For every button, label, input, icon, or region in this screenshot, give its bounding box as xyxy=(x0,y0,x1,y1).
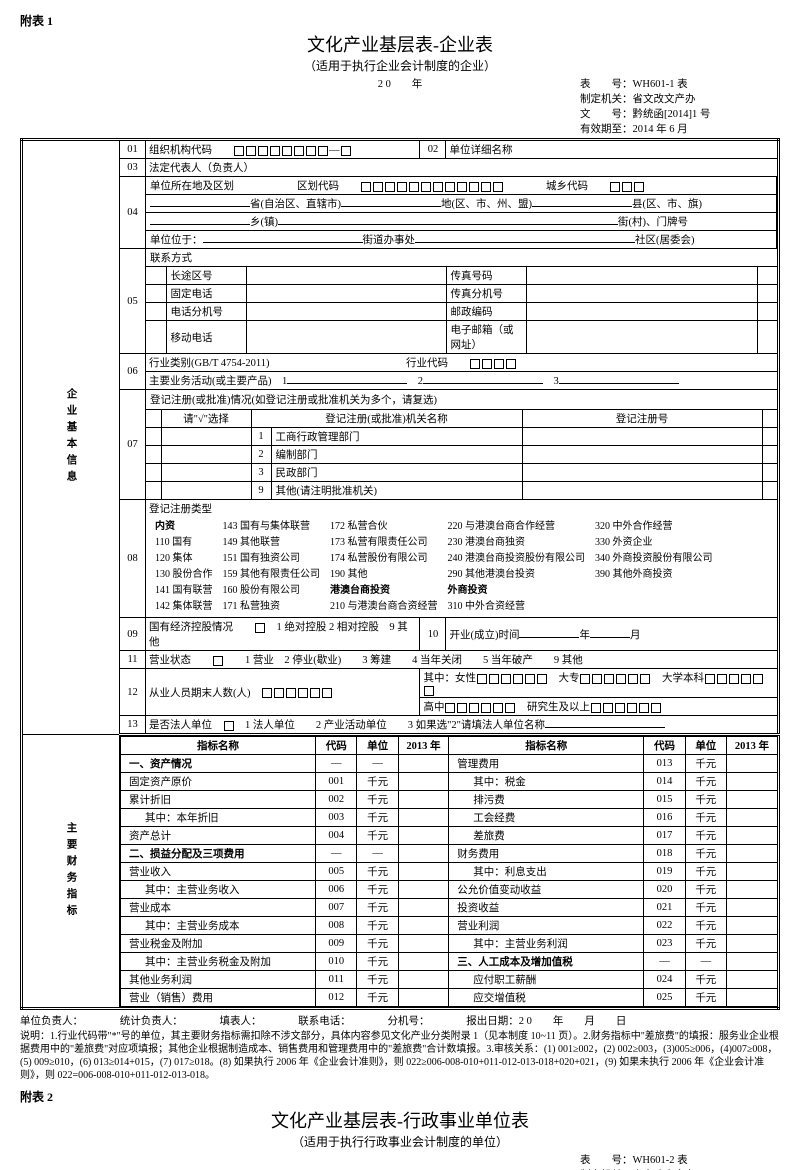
addr-l2: 地(区、市、州、盟) xyxy=(441,199,532,210)
c-b4: 电子邮箱（或网址） xyxy=(446,321,526,354)
reg-c2: 登记注册(或批准)机关名称 xyxy=(251,410,522,428)
vlabel-basic: 企业基本信息 xyxy=(22,140,120,735)
legal-unit: 是否法人单位 xyxy=(149,720,212,731)
row-08: 08 xyxy=(120,500,146,618)
c-b2: 传真分机号 xyxy=(446,285,526,303)
row-01: 01 xyxy=(120,140,146,159)
fh-name: 指标名称 xyxy=(121,737,316,755)
main-form-table: 企业基本信息 01 组织机构代码 — 02 单位详细名称 03法定代表人（负责人… xyxy=(20,138,780,1010)
reg-o3: 民政部门 xyxy=(271,464,522,482)
reg-c3: 登记注册号 xyxy=(522,410,762,428)
meta-wh: 文 号：黔统函[2014]1 号 xyxy=(580,106,780,121)
row-13: 13 xyxy=(120,716,146,735)
c-b3: 邮政编码 xyxy=(446,303,526,321)
attach-label-2: 附表 2 xyxy=(20,1088,780,1105)
meta2-jg: 制定机关：省文改文产办 xyxy=(580,1167,780,1170)
meta-block: 2 0 年 表 号：WH601-1 表 制定机关：省文改文产办 文 号：黔统函[… xyxy=(20,76,780,136)
staff-f: 其中：女性 xyxy=(423,673,476,684)
row-05: 05 xyxy=(120,249,146,354)
title-1: 文化产业基层表-企业表 xyxy=(20,31,780,57)
main-biz: 主要业务活动(或主要产品) xyxy=(149,376,272,387)
reg-h: 登记注册(或批准)情况(如登记注册或批准机关为多个，请复选) xyxy=(146,390,777,410)
meta-jg: 制定机关：省文改文产办 xyxy=(580,91,780,106)
notes: 说明：1.行业代码带"*"号的单位，其主要财务指标需扣除不涉文部分，具体内容参见… xyxy=(20,1030,780,1082)
addr-l3: 县(区、市、旗) xyxy=(632,199,702,210)
meta-bh: 表 号：WH601-1 表 xyxy=(580,76,780,91)
biz-status: 营业状态 xyxy=(149,655,191,666)
c-a2: 固定电话 xyxy=(166,285,246,303)
c-a4: 移动电话 xyxy=(166,321,246,354)
vlabel-fin: 主要财务指标 xyxy=(22,735,120,1009)
addr-l6: 单位位于： xyxy=(150,235,203,246)
address-table: 单位所在地及区划 区划代码 城乡代码 省(自治区、直辖市) 地(区、市、州、盟) 县… xyxy=(146,177,777,248)
row-12: 12 xyxy=(120,669,146,716)
contact-table: 联系方式 长途区号 传真号码 固定电话 传真分机号 电话分机号 邮政编码 移动电话 电子… xyxy=(146,249,777,353)
subtitle-1: （适用于执行企业会计制度的企业） xyxy=(20,57,780,74)
row-10: 10 xyxy=(420,618,446,651)
year-label: 2 0 年 xyxy=(378,79,423,90)
state-hold: 国有经济控股情况 xyxy=(149,622,233,633)
reg-o9: 其他(请注明批准机关) xyxy=(271,482,522,500)
c-b1: 传真号码 xyxy=(446,267,526,285)
fh-year: 2013 年 xyxy=(398,737,449,755)
attach-label-1: 附表 1 xyxy=(20,12,780,29)
rt-nz: 内资 xyxy=(151,520,217,534)
c-a3: 电话分机号 xyxy=(166,303,246,321)
contact-h: 联系方式 xyxy=(146,249,777,267)
staff-count: 从业人员期末人数(人) xyxy=(149,688,251,699)
addr-qh: 区划代码 xyxy=(297,181,339,192)
row-03: 03 xyxy=(120,159,146,177)
reg-table: 登记注册(或批准)情况(如登记注册或批准机关为多个，请复选) 请"√"选择登记注… xyxy=(146,390,777,499)
rt-gat: 港澳台商投资 xyxy=(326,584,442,598)
row-04: 04 xyxy=(120,177,146,249)
addr-l5: 街(村)、门牌号 xyxy=(618,217,688,228)
addr-l7: 街道办事处 xyxy=(363,235,416,246)
reg-o2: 编制部门 xyxy=(271,446,522,464)
row-06: 06 xyxy=(120,354,146,390)
footer-line: 单位负责人： 统计负责人： 填表人： 联系电话： 分机号： 报出日期：2 0 年… xyxy=(20,1013,780,1028)
ind-code: 行业代码 xyxy=(406,358,448,369)
legal-rep: 法定代表人（负责人） xyxy=(146,159,779,177)
row-07: 07 xyxy=(120,390,146,500)
addr-l1: 省(自治区、直辖市) xyxy=(250,199,341,210)
fh-unit: 单位 xyxy=(357,737,398,755)
regtype-h: 登记注册类型 xyxy=(149,501,774,516)
ind-cat: 行业类别(GB/T 4754-2011) xyxy=(149,358,269,369)
meta-yxq: 有效期至：2014 年 6 月 xyxy=(580,121,780,136)
title-2: 文化产业基层表-行政事业单位表 xyxy=(20,1107,780,1133)
unit-name-label: 单位详细名称 xyxy=(449,145,512,156)
addr-l8: 社区(居委会) xyxy=(635,235,695,246)
open-time: 开业(成立)时间 xyxy=(449,630,519,641)
regtype-list: 内资143 国有与集体联营172 私营合伙220 与港澳台商合作经营320 中外… xyxy=(149,518,719,616)
addr-cx: 城乡代码 xyxy=(546,181,588,192)
reg-o1: 工商行政管理部门 xyxy=(271,428,522,446)
meta2-bh: 表 号：WH601-2 表 xyxy=(580,1152,780,1167)
addr-l4: 乡(镇) xyxy=(250,217,278,228)
row-09: 09 xyxy=(120,618,146,651)
addr-h: 单位所在地及区划 xyxy=(150,181,234,192)
meta-block-2: 表 号：WH601-2 表 制定机关：省文改文产办 xyxy=(20,1152,780,1170)
org-code-label: 组织机构代码 xyxy=(149,145,212,156)
staff-hs: 高中 xyxy=(423,702,444,713)
rt-wz: 外商投资 xyxy=(444,584,590,598)
fh-code: 代码 xyxy=(316,737,357,755)
subtitle-2: （适用于执行行政事业会计制度的单位） xyxy=(20,1133,780,1150)
reg-c1: 请"√"选择 xyxy=(161,410,251,428)
c-a1: 长途区号 xyxy=(166,267,246,285)
fin-table: 指标名称 代码 单位 2013 年 指标名称 代码 单位 2013 年 一、资产… xyxy=(120,736,777,1007)
row-11: 11 xyxy=(120,651,146,669)
row-02: 02 xyxy=(420,140,446,159)
